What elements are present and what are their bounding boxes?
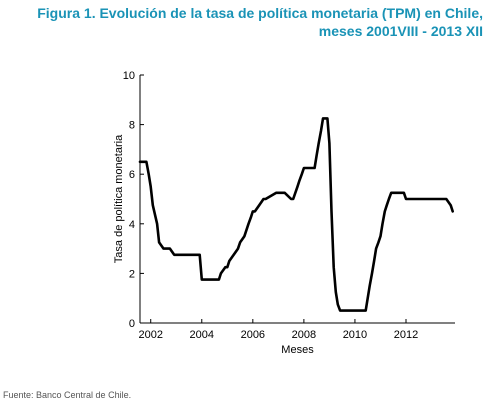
- figure-title: Figura 1. Evolución de la tasa de políti…: [13, 4, 483, 40]
- y-axis-ticks: 0 2 4 6 8 10: [123, 70, 144, 330]
- x-tick-label: 2008: [292, 329, 316, 341]
- y-axis-label: Tasa de política monetaria: [113, 134, 125, 263]
- x-axis-ticks: 2002 2004 2006 2008 2010 2012: [138, 319, 418, 341]
- figure-title-line-1: Figura 1. Evolución de la tasa de políti…: [37, 5, 483, 21]
- source-note: Fuente: Banco Central de Chile.: [3, 390, 132, 400]
- x-tick-label: 2012: [394, 329, 418, 341]
- y-tick-label: 4: [129, 219, 135, 231]
- x-tick-label: 2010: [343, 329, 367, 341]
- x-axis-label: Meses: [281, 344, 314, 356]
- y-tick-label: 10: [123, 70, 135, 82]
- x-tick-label: 2002: [138, 329, 162, 341]
- policy-rate-line: [138, 117, 454, 312]
- y-tick-label: 0: [129, 318, 135, 330]
- y-tick-label: 2: [129, 268, 135, 280]
- x-tick-label: 2004: [190, 329, 214, 341]
- y-tick-label: 6: [129, 169, 135, 181]
- figure-title-line-2: meses 2001VIII - 2013 XII: [318, 23, 483, 39]
- y-tick-label: 8: [129, 120, 135, 132]
- x-tick-label: 2006: [241, 329, 265, 341]
